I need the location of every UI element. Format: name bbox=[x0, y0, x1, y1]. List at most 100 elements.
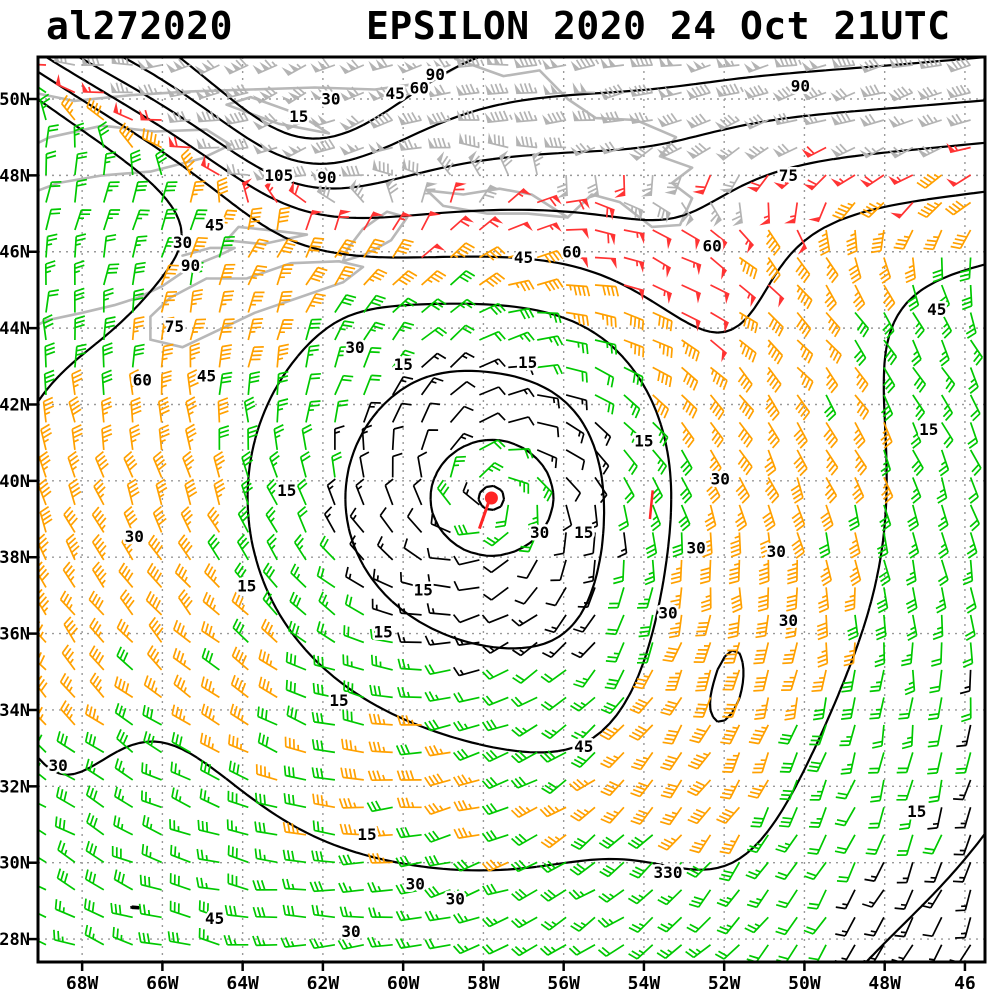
wind-barb bbox=[854, 394, 870, 420]
wind-barb bbox=[231, 591, 249, 616]
wind-barb bbox=[207, 533, 221, 561]
wind-barb-flag bbox=[455, 85, 464, 95]
wind-barb-flag bbox=[55, 74, 61, 86]
wind-barb bbox=[481, 776, 509, 790]
wind-barb bbox=[652, 394, 670, 419]
wind-barb bbox=[575, 142, 596, 157]
wind-barb bbox=[510, 776, 538, 789]
wind-barb bbox=[600, 751, 625, 769]
wind-barb-flag bbox=[368, 60, 378, 71]
wind-barb bbox=[452, 614, 480, 624]
wind-barb-flag bbox=[137, 59, 147, 70]
wind-barb bbox=[511, 944, 538, 957]
wind-barb bbox=[247, 238, 269, 258]
wind-barb bbox=[287, 113, 307, 131]
wind-barb bbox=[201, 647, 220, 671]
wind-barb bbox=[338, 854, 364, 866]
wind-barb bbox=[775, 916, 798, 936]
wind-barb bbox=[449, 405, 474, 423]
wind-barb bbox=[681, 394, 698, 419]
wind-barb bbox=[287, 620, 307, 644]
wind-barb bbox=[55, 760, 76, 781]
wind-barb bbox=[854, 366, 869, 393]
wind-barb bbox=[565, 449, 586, 471]
wind-barb-flag bbox=[774, 57, 782, 67]
wind-barb bbox=[657, 834, 683, 851]
wind-barb bbox=[287, 63, 307, 76]
wind-barb bbox=[311, 767, 336, 781]
wind-barb-flag bbox=[859, 179, 871, 187]
wind-barb bbox=[44, 342, 56, 368]
wind-barb bbox=[536, 249, 564, 264]
wind-barb bbox=[894, 889, 914, 910]
contour-label: 75 bbox=[779, 166, 798, 185]
wind-barb bbox=[652, 366, 673, 388]
wind-barb bbox=[662, 724, 683, 745]
wind-barb bbox=[604, 669, 625, 690]
wind-barb bbox=[607, 587, 625, 609]
wind-barb bbox=[218, 209, 238, 231]
contour-label: 30 bbox=[48, 756, 67, 775]
wind-barb bbox=[699, 559, 712, 585]
wind-barb-flag bbox=[723, 57, 732, 67]
wind-barb bbox=[511, 888, 538, 902]
wind-barb-flag bbox=[801, 61, 812, 71]
wind-barb bbox=[807, 752, 827, 773]
wind-barb-flag bbox=[746, 187, 759, 192]
wind-barb bbox=[690, 83, 711, 100]
wind-barb bbox=[709, 394, 725, 421]
wind-barb bbox=[316, 565, 336, 589]
wind-barb-flag bbox=[773, 182, 786, 189]
wind-barb bbox=[950, 57, 971, 73]
wind-barb bbox=[594, 256, 616, 260]
wind-barb bbox=[285, 165, 307, 179]
wind-barb bbox=[847, 614, 859, 641]
wind-barb bbox=[759, 532, 772, 559]
wind-barb-flag bbox=[224, 88, 234, 98]
wind-barb bbox=[738, 311, 759, 334]
wind-barb bbox=[681, 284, 702, 295]
wind-barb bbox=[536, 476, 553, 502]
wind-barb bbox=[573, 110, 596, 122]
wind-barb bbox=[809, 779, 827, 801]
wind-barb bbox=[652, 311, 673, 332]
wind-barb-flag bbox=[609, 208, 615, 221]
wind-barb-flag bbox=[657, 88, 667, 98]
wind-barb bbox=[395, 855, 422, 868]
wind-barb bbox=[458, 134, 480, 149]
wind-barb bbox=[260, 618, 278, 644]
wind-barb bbox=[232, 618, 249, 644]
gridlines-layer bbox=[38, 57, 985, 962]
wind-barb bbox=[835, 779, 856, 800]
wind-barb bbox=[594, 284, 620, 297]
wind-barb-flag bbox=[486, 57, 493, 65]
wind-barb bbox=[334, 374, 354, 396]
wind-barb bbox=[84, 731, 105, 754]
wind-barb bbox=[276, 238, 298, 258]
wind-barb bbox=[936, 477, 948, 504]
wind-barb bbox=[141, 128, 162, 149]
wind-barb bbox=[73, 260, 85, 286]
wind-barb bbox=[102, 151, 117, 176]
wind-barb-flag bbox=[686, 89, 696, 99]
wind-barb bbox=[722, 174, 741, 194]
wind-barb bbox=[228, 57, 249, 75]
wind-barb bbox=[955, 889, 972, 912]
wind-barb bbox=[355, 478, 365, 506]
wind-barb bbox=[297, 505, 308, 533]
wind-barb bbox=[937, 559, 949, 587]
wind-barb bbox=[540, 696, 567, 711]
wind-barb bbox=[657, 916, 683, 933]
wind-barb bbox=[835, 143, 856, 158]
wind-barb bbox=[834, 112, 856, 126]
wind-barb-flag bbox=[946, 178, 958, 187]
wind-barb bbox=[126, 478, 140, 506]
wind-barb bbox=[603, 141, 625, 155]
wind-barb-flag bbox=[515, 135, 522, 146]
wind-barb bbox=[854, 449, 868, 476]
wind-barb bbox=[218, 318, 235, 341]
wind-barb bbox=[200, 703, 220, 726]
wind-barb bbox=[118, 122, 135, 149]
wind-barb bbox=[508, 307, 535, 320]
wind-barb bbox=[841, 669, 856, 693]
